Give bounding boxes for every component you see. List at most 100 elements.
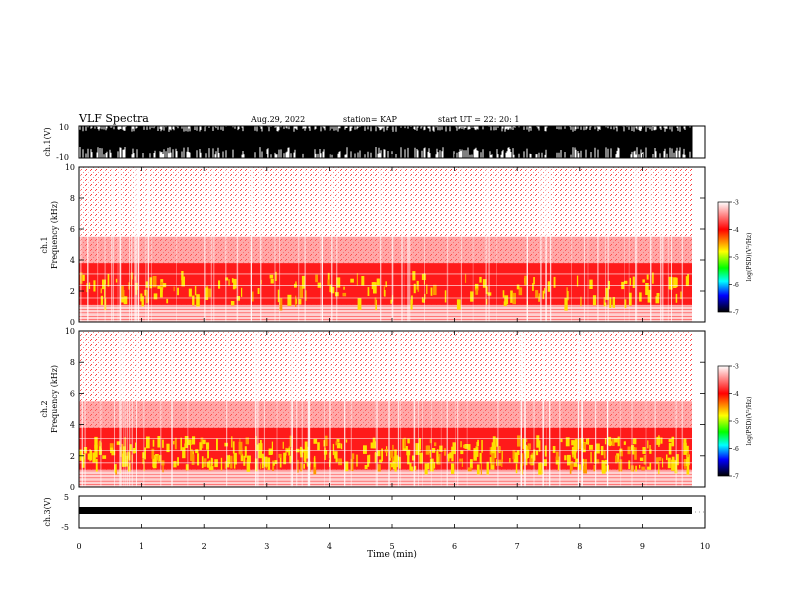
spectrum-patch bbox=[357, 298, 362, 310]
spectrum-patch bbox=[635, 465, 637, 472]
colorbar-tick-label: -4 bbox=[733, 227, 739, 234]
spectrum-patch bbox=[151, 448, 155, 459]
spectrum-patch bbox=[197, 453, 200, 466]
spectrum-patch bbox=[680, 291, 682, 300]
spectrum-patch bbox=[188, 439, 192, 446]
spectrum-patch bbox=[555, 451, 559, 461]
spectrum-patch bbox=[233, 459, 237, 465]
spectrum-patch bbox=[609, 297, 612, 308]
spectrum-patch bbox=[206, 442, 210, 450]
spectrum-patch bbox=[143, 460, 145, 472]
spectrum-patch bbox=[89, 449, 91, 462]
spectrum-patch bbox=[668, 276, 671, 290]
spectrum-patch bbox=[271, 441, 273, 455]
spectrum-patch bbox=[482, 279, 487, 288]
spectrum-patch bbox=[629, 277, 631, 286]
spectrum-patch bbox=[152, 276, 157, 288]
spectrum-patch bbox=[404, 446, 408, 451]
ch2-spec-ylabel-channel: ch.2 bbox=[40, 400, 49, 417]
spectrum-patch bbox=[498, 446, 501, 453]
spectrum-patch bbox=[675, 277, 678, 287]
spectrum-patch bbox=[611, 437, 615, 446]
spectrum-patch bbox=[230, 455, 233, 469]
spectrum-patch bbox=[389, 464, 392, 471]
spectrum-patch bbox=[207, 288, 212, 298]
spectrum-patch bbox=[104, 298, 107, 311]
spectrum-patch bbox=[652, 272, 654, 284]
spectrum-patch bbox=[335, 441, 338, 446]
spectrum-patch bbox=[98, 440, 101, 447]
spectrum-patch bbox=[123, 296, 128, 305]
spectrum-patch bbox=[303, 450, 307, 461]
spectrum-patch bbox=[565, 437, 570, 447]
spectrum-patch bbox=[230, 301, 235, 306]
spectrum-patch bbox=[656, 293, 660, 297]
spectrum-patch bbox=[647, 466, 650, 470]
spectrum-patch bbox=[342, 292, 347, 297]
spectrum-patch bbox=[270, 278, 274, 284]
spectrum-patch bbox=[120, 285, 124, 298]
spectrum-patch bbox=[241, 287, 243, 297]
spectrum-patch bbox=[510, 290, 513, 303]
spectrum-patch bbox=[152, 439, 155, 447]
spectrum-patch bbox=[658, 457, 662, 461]
spectrum-patch bbox=[417, 285, 420, 292]
spectrum-patch bbox=[476, 464, 480, 475]
spectrum-patch bbox=[268, 448, 273, 455]
spectrum-patch bbox=[576, 275, 579, 287]
spectrum-patch bbox=[82, 454, 86, 460]
y-tick-label: 0 bbox=[70, 483, 75, 492]
spectrum-patch bbox=[306, 446, 310, 459]
spectrum-patch bbox=[628, 460, 631, 469]
spectrum-patch bbox=[583, 442, 586, 450]
colorbar-tick-label: -3 bbox=[733, 200, 739, 207]
spectrum-patch bbox=[608, 439, 611, 447]
spectrum-patch bbox=[589, 444, 593, 450]
spectrum-patch bbox=[94, 436, 98, 449]
spectrum-patch bbox=[210, 465, 214, 471]
spectrum-patch bbox=[402, 438, 405, 451]
spectrum-patch bbox=[575, 458, 579, 463]
spectrum-patch bbox=[228, 279, 230, 286]
spectrum-patch bbox=[330, 287, 335, 294]
spectrum-patch bbox=[142, 458, 145, 465]
spectrum-patch bbox=[173, 461, 177, 468]
spectrum-patch bbox=[564, 297, 568, 311]
spectrum-patch bbox=[356, 273, 358, 286]
spectrum-patch bbox=[225, 277, 229, 281]
spectrum-patch bbox=[80, 274, 85, 281]
spectrum-patch bbox=[377, 464, 381, 472]
spectrum-patch bbox=[433, 461, 436, 469]
spectrum-patch bbox=[538, 296, 540, 302]
spectrum-patch bbox=[674, 460, 677, 470]
spectrum-patch bbox=[177, 287, 179, 296]
spectrum-patch bbox=[277, 289, 280, 303]
y-tick-label: 2 bbox=[70, 452, 75, 461]
spectrum-patch bbox=[564, 455, 567, 461]
spectrum-patch bbox=[181, 271, 184, 281]
spectrum-patch bbox=[162, 460, 164, 473]
spectrum-patch bbox=[566, 287, 568, 301]
spectrum-patch bbox=[646, 274, 649, 280]
spectrum-patch bbox=[421, 273, 426, 280]
spectrum-patch bbox=[343, 286, 345, 290]
spectrum-patch bbox=[430, 287, 433, 296]
spectrum-patch bbox=[200, 437, 204, 449]
spectrum-patch bbox=[439, 445, 443, 452]
spectrum-patch bbox=[415, 443, 420, 455]
spectrum-patch bbox=[300, 462, 303, 472]
spectrum-patch bbox=[100, 288, 102, 294]
spectrum-patch bbox=[373, 441, 376, 449]
ch1-wave-ytick-top: 10 bbox=[59, 123, 69, 132]
spectrum-patch bbox=[567, 454, 571, 466]
spectrum-patch bbox=[396, 455, 398, 468]
spectrum-patch bbox=[603, 302, 607, 307]
date-label: Aug.29, 2022 bbox=[250, 115, 305, 124]
y-tick-label: 4 bbox=[70, 256, 75, 265]
spectrum-patch bbox=[452, 442, 456, 455]
spectrum-patch bbox=[649, 462, 652, 470]
spectrum-patch bbox=[261, 455, 264, 469]
spectrum-patch bbox=[303, 463, 305, 469]
colorbar-tick-label: -6 bbox=[733, 282, 739, 289]
spectrum-patch bbox=[467, 467, 472, 472]
